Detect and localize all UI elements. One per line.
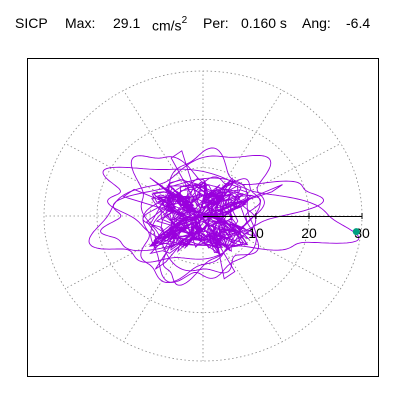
trace-layer	[88, 147, 360, 286]
max-unit: cm/s2	[152, 13, 187, 36]
grid-spoke-5	[123, 90, 204, 217]
trace-excursion-3	[170, 150, 204, 219]
r-tick-label-20: 20	[301, 225, 317, 241]
trace-orbit-2	[102, 166, 360, 251]
angle-label: Ang:	[302, 15, 331, 31]
radial-axis-ticks: 10 20 30	[248, 213, 370, 241]
station-code: SICP	[15, 15, 48, 31]
trace-orbit-6	[130, 155, 259, 274]
plot-frame	[27, 58, 379, 377]
header-bar: SICP Max: 29.1 cm/s2 Per: 0.160 s Ang: -…	[0, 13, 400, 37]
peak-marker	[352, 228, 360, 236]
r-tick-label-10: 10	[248, 225, 264, 241]
max-label: Max:	[65, 15, 96, 31]
trace-orbit-4	[140, 184, 257, 284]
trace-excursion-4	[202, 184, 283, 219]
max-unit-base: cm/s	[152, 17, 182, 34]
period-label: Per:	[203, 15, 229, 31]
trace-excursion-1	[154, 217, 204, 270]
trace-excursion-5	[122, 188, 204, 219]
max-value: 29.1	[113, 15, 141, 31]
period-value: 0.160 s	[241, 15, 287, 31]
trace-orbit-8	[150, 147, 257, 283]
trace-excursion-2	[202, 217, 236, 280]
angle-value: -6.4	[346, 15, 371, 31]
max-unit-exponent: 2	[181, 15, 188, 26]
